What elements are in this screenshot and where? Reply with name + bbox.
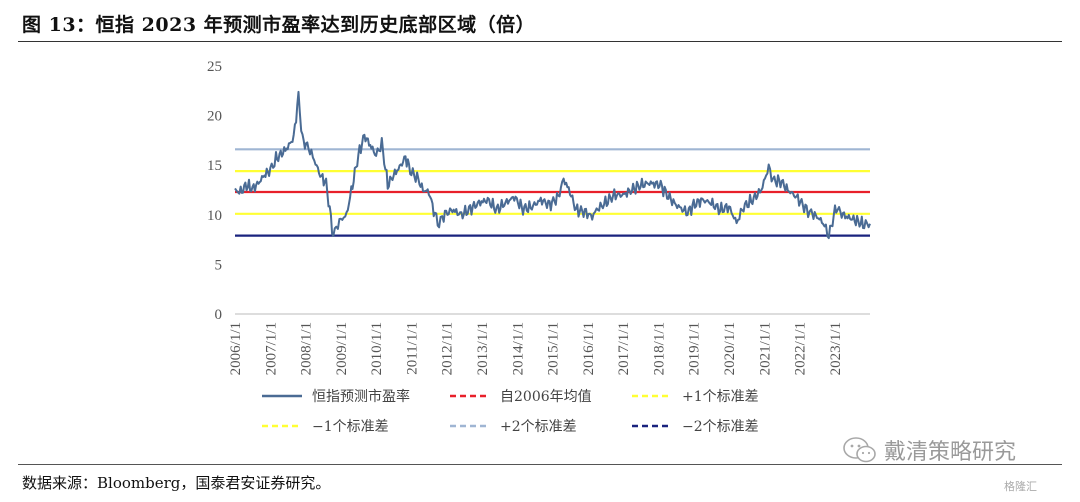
- title-rule: [18, 41, 1062, 42]
- x-tick-label: 2014/1/1: [510, 322, 526, 375]
- source-note: 数据来源：Bloomberg，国泰君安证券研究。: [22, 474, 331, 492]
- watermark: 戴清策略研究: [842, 434, 1016, 466]
- x-tick-label: 2013/1/1: [475, 322, 491, 375]
- x-tick-label: 2010/1/1: [369, 322, 385, 375]
- y-tick-label: 5: [215, 257, 223, 273]
- wechat-icon: [843, 437, 876, 463]
- x-tick-label: 2015/1/1: [546, 322, 562, 375]
- x-tick-label: 2007/1/1: [263, 322, 279, 375]
- pe-series-line: [234, 90, 871, 240]
- source-rule: [18, 464, 1062, 465]
- y-tick-label: 25: [207, 59, 222, 75]
- x-tick-label: 2009/1/1: [334, 322, 350, 375]
- legend-label: −1个标准差: [312, 419, 389, 435]
- x-tick-label: 2020/1/1: [722, 322, 738, 375]
- legend-label: +1个标准差: [682, 389, 759, 405]
- watermark-sub: 格隆汇: [1004, 480, 1037, 493]
- watermark-text: 戴清策略研究: [884, 440, 1017, 465]
- x-tick-label: 2017/1/1: [616, 322, 632, 375]
- x-tick-label: 2006/1/1: [228, 322, 244, 375]
- x-tick-label: 2008/1/1: [299, 322, 315, 375]
- y-tick-label: 0: [215, 307, 223, 323]
- legend-label: 恒指预测市盈率: [312, 388, 410, 405]
- y-tick-label: 20: [207, 109, 222, 125]
- x-tick-label: 2019/1/1: [687, 322, 703, 375]
- x-tick-label: 2011/1/1: [404, 322, 420, 375]
- legend-label: −2个标准差: [682, 419, 759, 435]
- chart-title: 图 13：恒指 2023 年预测市盈率达到历史底部区域（倍）: [22, 14, 536, 36]
- legend-label: 自2006年均值: [500, 389, 592, 405]
- y-tick-label: 15: [207, 158, 222, 174]
- x-tick-label: 2012/1/1: [440, 322, 456, 375]
- y-tick-label: 10: [207, 208, 222, 224]
- x-tick-label: 2022/1/1: [793, 322, 809, 375]
- legend-label: +2个标准差: [500, 419, 577, 435]
- x-tick-label: 2018/1/1: [651, 322, 667, 375]
- x-tick-label: 2023/1/1: [828, 322, 844, 375]
- x-tick-label: 2021/1/1: [757, 322, 773, 375]
- x-tick-label: 2016/1/1: [581, 322, 597, 375]
